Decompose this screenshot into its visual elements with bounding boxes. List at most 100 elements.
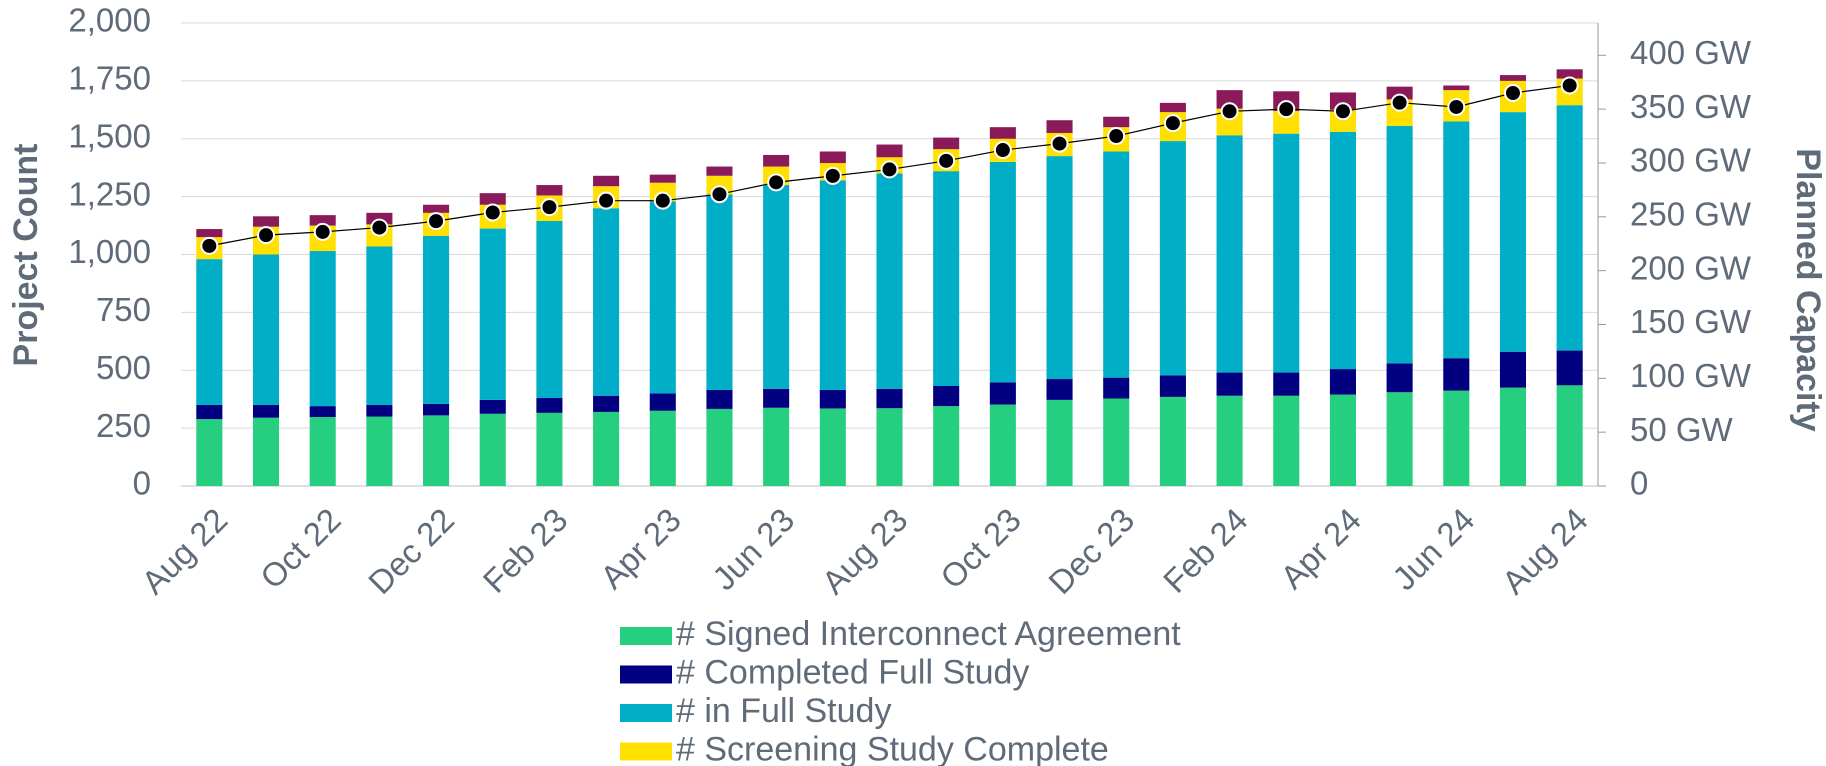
line-marker <box>1503 83 1522 102</box>
x-tick-label: Dec 23 <box>1041 501 1141 601</box>
legend-label: # Screening Study Complete <box>676 730 1109 766</box>
bar-segment <box>423 235 450 404</box>
bar-segment <box>933 137 960 150</box>
bar-segment <box>479 399 506 414</box>
bar-segment <box>1273 395 1300 486</box>
y2-tick-label: 350 GW <box>1630 88 1752 125</box>
bar-segment <box>933 385 960 407</box>
bar-segment <box>593 175 620 187</box>
x-tick-label: Feb 23 <box>476 501 575 600</box>
bar-segment <box>1046 120 1073 133</box>
y-tick-label: 1,000 <box>68 233 151 270</box>
y-tick-label: 2,000 <box>68 2 151 39</box>
x-tick-label: Apr 24 <box>1273 501 1368 596</box>
bar-segment <box>366 246 393 405</box>
bar-segment <box>536 398 563 413</box>
bar-segment <box>876 408 903 486</box>
bar-segment <box>252 417 280 486</box>
line-marker <box>823 166 842 185</box>
line-marker <box>1333 102 1352 121</box>
bar-segment <box>1159 396 1186 486</box>
bar-segment <box>989 404 1016 486</box>
bar-segment <box>479 228 506 400</box>
bar-segment <box>1499 387 1527 486</box>
bar-segment <box>366 404 393 417</box>
bar-segment <box>479 413 506 486</box>
bar-segment <box>819 389 846 409</box>
bar-segment <box>1443 358 1470 391</box>
bar-segment <box>876 173 903 389</box>
line-marker <box>767 173 786 192</box>
bar-segment <box>763 154 790 167</box>
y2-tick-label: 250 GW <box>1630 196 1752 233</box>
bar-segment <box>1273 133 1300 373</box>
bar-segment <box>593 411 620 486</box>
line-marker <box>483 203 502 222</box>
bar-segment <box>1556 350 1583 386</box>
x-tick-label: Jun 23 <box>705 501 801 597</box>
y-axis-title: Project Count <box>7 144 45 367</box>
legend-label: # in Full Study <box>676 692 891 730</box>
y2-tick-label: 400 GW <box>1630 34 1752 71</box>
line-marker <box>937 151 956 170</box>
line-marker <box>200 236 219 255</box>
bar-segment <box>1046 379 1073 400</box>
line-marker <box>653 191 672 210</box>
bar-segment <box>309 251 336 407</box>
bar-segment <box>1499 75 1527 81</box>
bar-segment <box>1386 392 1413 486</box>
bar-segment <box>252 404 280 418</box>
y2-axis-title: Planned Capacity <box>1789 148 1826 432</box>
x-tick-label: Jun 24 <box>1385 501 1481 597</box>
bar-segment <box>1499 351 1527 388</box>
y-tick-label: 250 <box>96 407 151 444</box>
bar-segment <box>1386 126 1413 364</box>
bar-segment <box>1216 135 1243 373</box>
bar-segment <box>1273 372 1300 396</box>
bar-segment <box>536 412 563 486</box>
bar-segment <box>1159 102 1186 113</box>
x-tick-label: Dec 22 <box>361 501 461 601</box>
bar-segment <box>309 215 336 226</box>
x-tick-label: Oct 22 <box>253 501 348 596</box>
x-tick-label: Feb 24 <box>1156 501 1255 600</box>
bar-segment <box>1386 86 1413 100</box>
bar-segment <box>1216 395 1243 486</box>
bar-segment <box>1273 110 1300 134</box>
line-marker <box>993 141 1012 160</box>
bar-segment <box>1046 156 1073 380</box>
bar-segment <box>1556 385 1583 486</box>
bar-segment <box>989 382 1016 405</box>
x-tick-label: Aug 24 <box>1495 501 1595 601</box>
bar-segment <box>536 185 563 196</box>
legend-swatch <box>620 665 672 684</box>
bar-segment <box>1216 372 1243 396</box>
bar-segment <box>593 395 620 412</box>
line-marker <box>1050 134 1069 153</box>
y-tick-label: 1,750 <box>68 60 151 97</box>
bar-segment <box>706 389 733 409</box>
line-marker <box>1163 114 1182 133</box>
bar-segment <box>423 415 450 486</box>
bar-segment <box>423 204 450 213</box>
bar-segment <box>649 410 676 486</box>
bar-segment <box>819 408 846 486</box>
x-tick-label: Apr 23 <box>593 501 688 596</box>
bar-segment <box>819 151 846 164</box>
bar-segment <box>649 174 676 183</box>
bar-segment <box>1443 121 1470 359</box>
line-marker <box>257 226 276 245</box>
line-marker <box>1447 97 1466 116</box>
line-marker <box>597 191 616 210</box>
x-tick-label: Aug 22 <box>134 501 234 601</box>
line-marker <box>1220 102 1239 121</box>
y-tick-label: 1,500 <box>68 117 151 154</box>
line-marker <box>1277 100 1296 119</box>
bar-segment <box>876 144 903 158</box>
bar-segment <box>706 166 733 176</box>
line-marker <box>880 160 899 179</box>
y-tick-label: 750 <box>96 291 151 328</box>
bar-segment <box>989 127 1016 139</box>
x-tick-label: Oct 23 <box>933 501 1028 596</box>
